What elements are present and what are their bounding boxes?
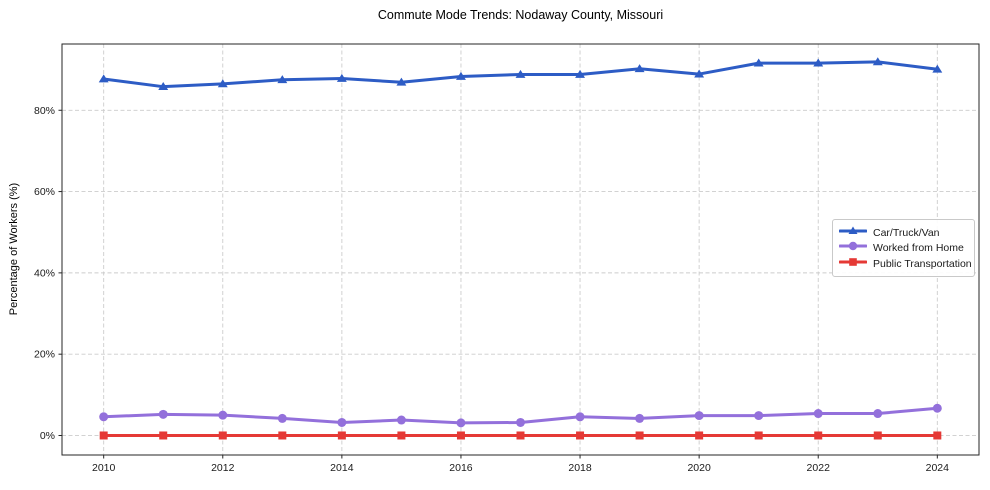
data-point-marker (634, 64, 645, 73)
legend-sample-line-icon (838, 239, 868, 257)
chart-title: Commute Mode Trends: Nodaway County, Mis… (377, 8, 664, 22)
data-point-marker (813, 409, 823, 419)
data-point-marker (694, 411, 704, 421)
data-point-marker (158, 409, 168, 419)
x-tick-label: 2010 (92, 462, 116, 474)
legend-sample-svg (838, 257, 868, 266)
y-tick-label: 0% (40, 430, 55, 442)
data-point-marker (98, 74, 109, 83)
data-point-marker (635, 413, 645, 423)
legend-item-worked-from-home: Worked from Home (838, 239, 966, 257)
data-point-marker (336, 73, 347, 82)
y-tick-label: 60% (34, 186, 55, 198)
data-point-marker (396, 77, 407, 86)
y-tick-label: 20% (34, 349, 55, 361)
data-point-marker (753, 58, 764, 67)
data-point-marker (217, 79, 228, 88)
data-point-marker (813, 58, 824, 67)
data-point-marker (337, 417, 347, 427)
x-tick-label: 2012 (211, 462, 235, 474)
legend-label: Worked from Home (873, 242, 964, 254)
y-tick-label: 40% (34, 267, 55, 279)
legend-sample-svg (838, 241, 868, 251)
data-point-marker (635, 431, 644, 440)
data-point-marker (218, 410, 228, 420)
data-point-marker (456, 418, 466, 428)
legend-label: Public Transportation (873, 257, 972, 270)
plot-area (62, 44, 979, 455)
data-point-marker (455, 71, 466, 80)
data-point-marker (397, 431, 406, 440)
data-point-marker (575, 69, 586, 78)
data-point-marker (814, 431, 823, 440)
data-point-marker (695, 431, 704, 440)
legend-sample-line-icon (838, 224, 868, 242)
data-point-marker (337, 431, 346, 440)
data-point-marker (873, 431, 882, 440)
x-tick-label: 2020 (687, 462, 711, 474)
data-point-marker (933, 431, 942, 440)
data-point-marker (158, 82, 169, 91)
data-point-marker (516, 431, 525, 440)
legend-sample-line-icon (838, 255, 868, 273)
legend-label: Car/Truck/Van (873, 226, 940, 239)
data-point-marker (576, 431, 585, 440)
data-point-marker (99, 412, 109, 422)
data-point-marker (277, 75, 288, 84)
y-tick-label: 80% (34, 105, 55, 117)
data-point-marker (694, 69, 705, 78)
data-point-marker (159, 431, 168, 440)
data-point-marker (575, 412, 585, 422)
data-point-marker (277, 413, 287, 423)
legend: Car/Truck/Van Worked from Home Public Tr… (832, 219, 975, 277)
data-point-marker (516, 417, 525, 427)
data-point-marker (754, 431, 763, 440)
data-point-marker (99, 431, 108, 440)
data-point-marker (754, 411, 764, 421)
legend-item-car-truck-van: Car/Truck/Van (838, 224, 966, 242)
data-point-marker (872, 57, 883, 66)
data-point-marker (456, 431, 465, 440)
x-tick-label: 2022 (807, 462, 831, 474)
data-point-marker (218, 431, 227, 440)
data-point-marker (278, 431, 287, 440)
data-point-marker (515, 69, 526, 78)
x-tick-label: 2016 (449, 462, 473, 474)
legend-sample-svg (838, 226, 868, 234)
data-point-marker (873, 409, 883, 419)
x-tick-label: 2018 (568, 462, 592, 474)
plot-border (61, 43, 980, 456)
data-point-marker (396, 415, 406, 425)
legend-item-public-transportation: Public Transportation (838, 255, 972, 273)
data-point-marker (932, 64, 943, 73)
data-point-marker (932, 403, 942, 413)
x-tick-label: 2014 (330, 462, 354, 474)
x-tick-label: 2024 (926, 462, 950, 474)
